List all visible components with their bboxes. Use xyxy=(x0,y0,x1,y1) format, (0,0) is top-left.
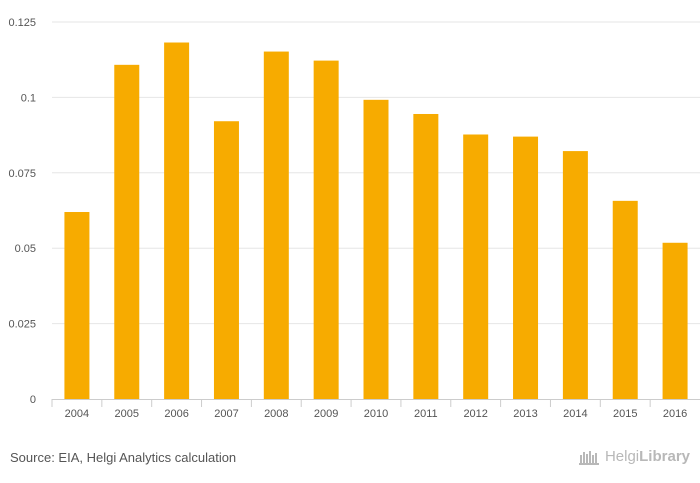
bar-2004[interactable] xyxy=(64,212,90,399)
bar-2005[interactable] xyxy=(114,64,140,399)
x-tick-label: 2014 xyxy=(563,408,587,420)
brand-name-light: Helgi xyxy=(604,448,640,465)
bar-2016[interactable] xyxy=(662,242,688,399)
brand-name-bold: Library xyxy=(639,448,690,465)
bar-2011[interactable] xyxy=(413,113,439,399)
bar-2012[interactable] xyxy=(463,134,489,399)
y-tick-label: 0.05 xyxy=(15,243,36,255)
x-tick-label: 2011 xyxy=(414,408,438,420)
x-tick-label: 2007 xyxy=(214,408,238,420)
x-tick-label: 2015 xyxy=(613,408,637,420)
helgi-library-logo-icon xyxy=(578,450,599,465)
y-tick-label: 0.075 xyxy=(8,168,36,180)
bar-2010[interactable] xyxy=(363,99,389,399)
bar-2007[interactable] xyxy=(213,121,239,399)
x-tick-label: 2004 xyxy=(65,408,89,420)
x-tick-labels: 2004 2005 2006 2007 2008 2009 2010 2011 2012 2013… xyxy=(65,408,688,420)
bar-2009[interactable] xyxy=(313,60,339,400)
bar-2015[interactable] xyxy=(612,200,638,399)
x-tick-label: 2010 xyxy=(364,408,388,420)
source-note: Source: EIA, Helgi Analytics calculation xyxy=(10,450,237,465)
x-axis xyxy=(51,399,700,407)
x-tick-label: 2005 xyxy=(115,408,139,420)
x-tick-label: 2016 xyxy=(663,408,687,420)
bar-2013[interactable] xyxy=(513,136,539,399)
y-tick-label: 0.1 xyxy=(21,92,36,104)
x-tick-label: 2009 xyxy=(314,408,338,420)
helgi-library-brand[interactable]: Helgi Library xyxy=(578,448,690,465)
bars xyxy=(64,42,688,400)
y-tick-labels: 0 0.025 0.05 0.075 0.1 0.125 xyxy=(8,17,36,406)
x-tick-label: 2006 xyxy=(164,408,188,420)
x-tick-label: 2013 xyxy=(513,408,537,420)
bar-2008[interactable] xyxy=(263,51,289,400)
y-tick-label: 0 xyxy=(30,394,36,406)
bar-2006[interactable] xyxy=(164,42,190,400)
y-tick-label: 0.025 xyxy=(8,319,36,331)
x-tick-label: 2012 xyxy=(463,408,487,420)
y-tick-label: 0.125 xyxy=(8,17,36,29)
x-tick-label: 2008 xyxy=(264,408,288,420)
bar-chart: 0 0.025 0.05 0.075 0.1 0.125 2004 2005 2006 2007… xyxy=(8,17,700,420)
bar-2014[interactable] xyxy=(562,151,588,399)
